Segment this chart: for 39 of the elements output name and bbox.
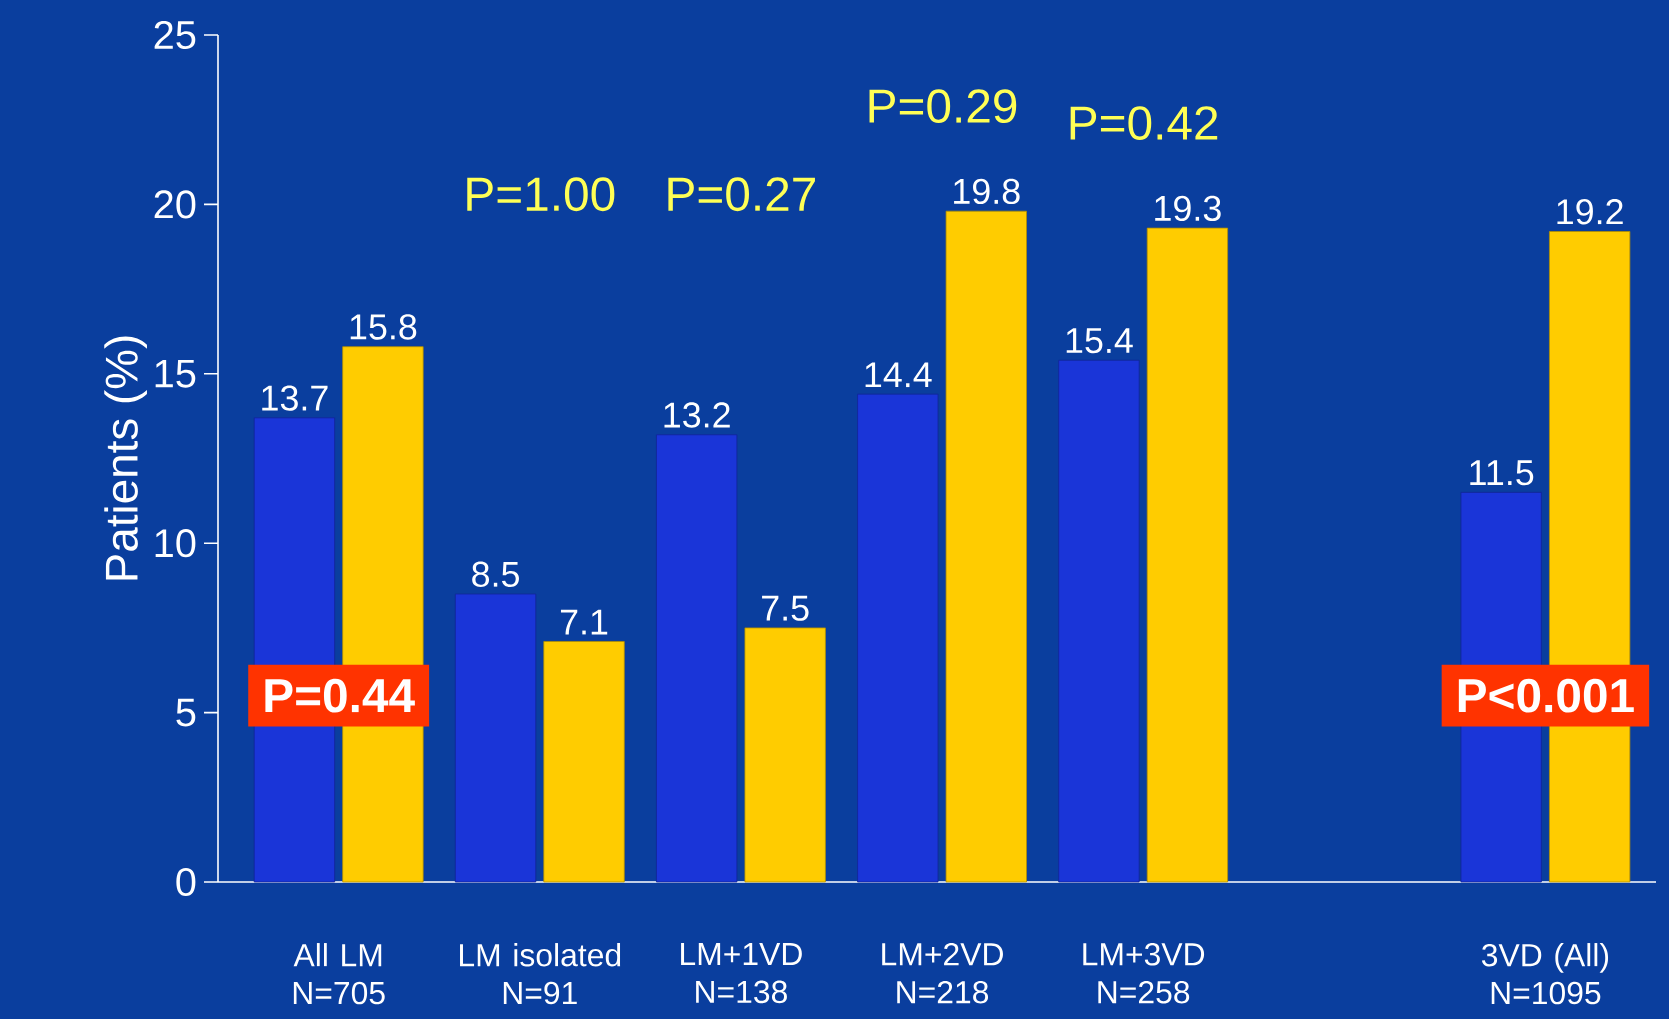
data-label: 11.5 — [1470, 460, 1534, 486]
annotation: P=0.42 — [1070, 106, 1218, 141]
x-tick-label: LM+1VD N=138 — [681, 943, 802, 1004]
x-tick-label: LM+3VD N=258 — [1083, 943, 1205, 1004]
x-tick-label: All LM N=705 — [293, 943, 385, 1005]
bar — [945, 210, 1027, 883]
data-label: 13.7 — [262, 385, 328, 411]
annotation: P=0.29 — [869, 89, 1017, 124]
bar — [1058, 359, 1140, 883]
y-tick-label: 0 — [176, 867, 196, 897]
bar — [857, 393, 939, 883]
data-label: 15.8 — [350, 314, 417, 340]
y-axis-title: Patients (%) — [104, 336, 147, 580]
bar — [454, 593, 537, 883]
annotation: P<0.001 — [1458, 678, 1634, 713]
data-label: 7.1 — [560, 609, 608, 635]
data-label: 8.5 — [472, 561, 519, 587]
annotation: P=1.00 — [467, 177, 615, 212]
annotation: P=0.44 — [265, 678, 415, 713]
data-label: 14.4 — [865, 362, 932, 388]
bar — [744, 627, 826, 883]
y-tick-label: 5 — [176, 698, 196, 727]
bar — [1146, 227, 1229, 883]
y-tick-label: 15 — [155, 359, 196, 388]
x-tick-label: 3VD (All) N=1095 — [1481, 943, 1609, 1005]
y-tick-label: 25 — [154, 20, 196, 50]
data-label: 19.8 — [954, 178, 1020, 205]
y-tick-label: 20 — [154, 190, 196, 219]
x-tick-label: LM isolated N=91 — [460, 943, 621, 1005]
annotation: P=0.27 — [668, 177, 815, 212]
data-label: 7.5 — [762, 595, 809, 621]
data-label: 15.4 — [1066, 328, 1133, 354]
data-label: 13.2 — [664, 402, 730, 428]
bar — [656, 434, 738, 883]
bar — [543, 641, 625, 883]
data-label: 19.3 — [1155, 195, 1221, 222]
y-tick-label: 10 — [155, 529, 196, 558]
data-label: 19.2 — [1557, 199, 1623, 225]
x-tick-label: LM+2VD N=218 — [882, 943, 1003, 1004]
